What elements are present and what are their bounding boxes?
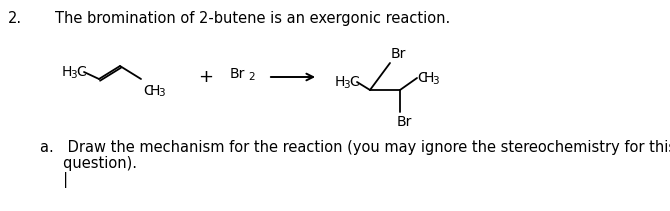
Text: C: C xyxy=(349,75,358,89)
Text: question).: question). xyxy=(40,156,137,171)
Text: 3: 3 xyxy=(158,88,165,99)
Text: C: C xyxy=(417,71,427,85)
Text: |: | xyxy=(40,172,68,188)
Text: 2.: 2. xyxy=(8,11,22,26)
Text: 3: 3 xyxy=(343,80,350,89)
Text: H: H xyxy=(150,84,160,98)
Text: Br: Br xyxy=(391,47,407,61)
Text: H: H xyxy=(424,71,434,85)
Text: 3: 3 xyxy=(432,76,439,85)
Text: C: C xyxy=(76,65,86,79)
Text: H: H xyxy=(335,75,345,89)
Text: +: + xyxy=(198,68,213,86)
Text: 3: 3 xyxy=(70,69,76,80)
Text: C: C xyxy=(143,84,153,98)
Text: Br: Br xyxy=(397,115,412,129)
Text: H: H xyxy=(62,65,72,79)
Text: The bromination of 2-butene is an exergonic reaction.: The bromination of 2-butene is an exergo… xyxy=(55,11,450,26)
Text: 2: 2 xyxy=(248,72,255,81)
Text: Br: Br xyxy=(230,67,245,81)
Text: a.   Draw the mechanism for the reaction (you may ignore the stereochemistry for: a. Draw the mechanism for the reaction (… xyxy=(40,140,670,155)
